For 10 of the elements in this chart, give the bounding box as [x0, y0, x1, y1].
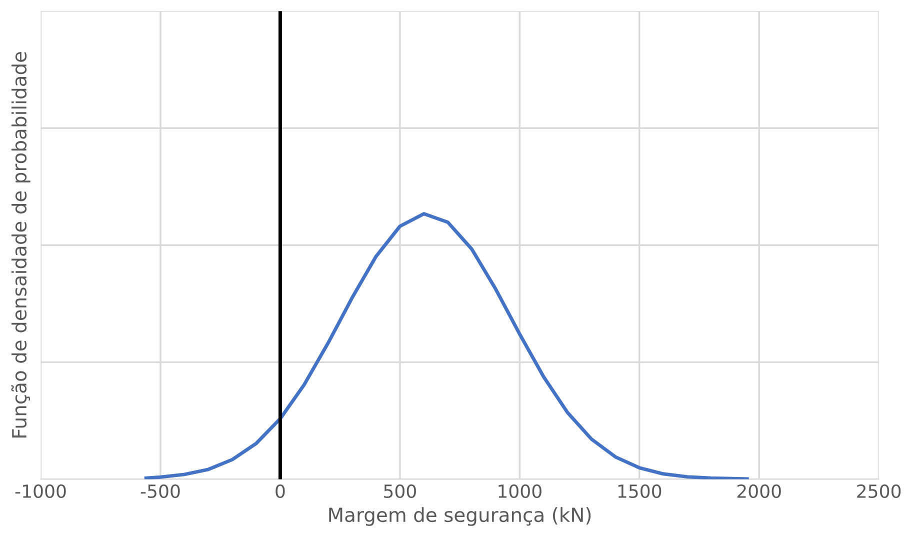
x-tick-label: 2500: [857, 484, 901, 498]
x-tick-label: 1500: [618, 484, 662, 498]
x-tick-label: 2000: [737, 484, 781, 498]
x-tick-label: -500: [140, 484, 180, 498]
x-tick-label: -1000: [15, 484, 66, 498]
x-tick-label: 1000: [498, 484, 542, 498]
x-tick-label: 0: [276, 484, 285, 498]
x-tick-label: 500: [384, 484, 416, 498]
x-axis-title: Margem de segurança (kN): [329, 507, 591, 526]
y-axis-title: Função de densaidade de probabilidade: [11, 52, 30, 438]
